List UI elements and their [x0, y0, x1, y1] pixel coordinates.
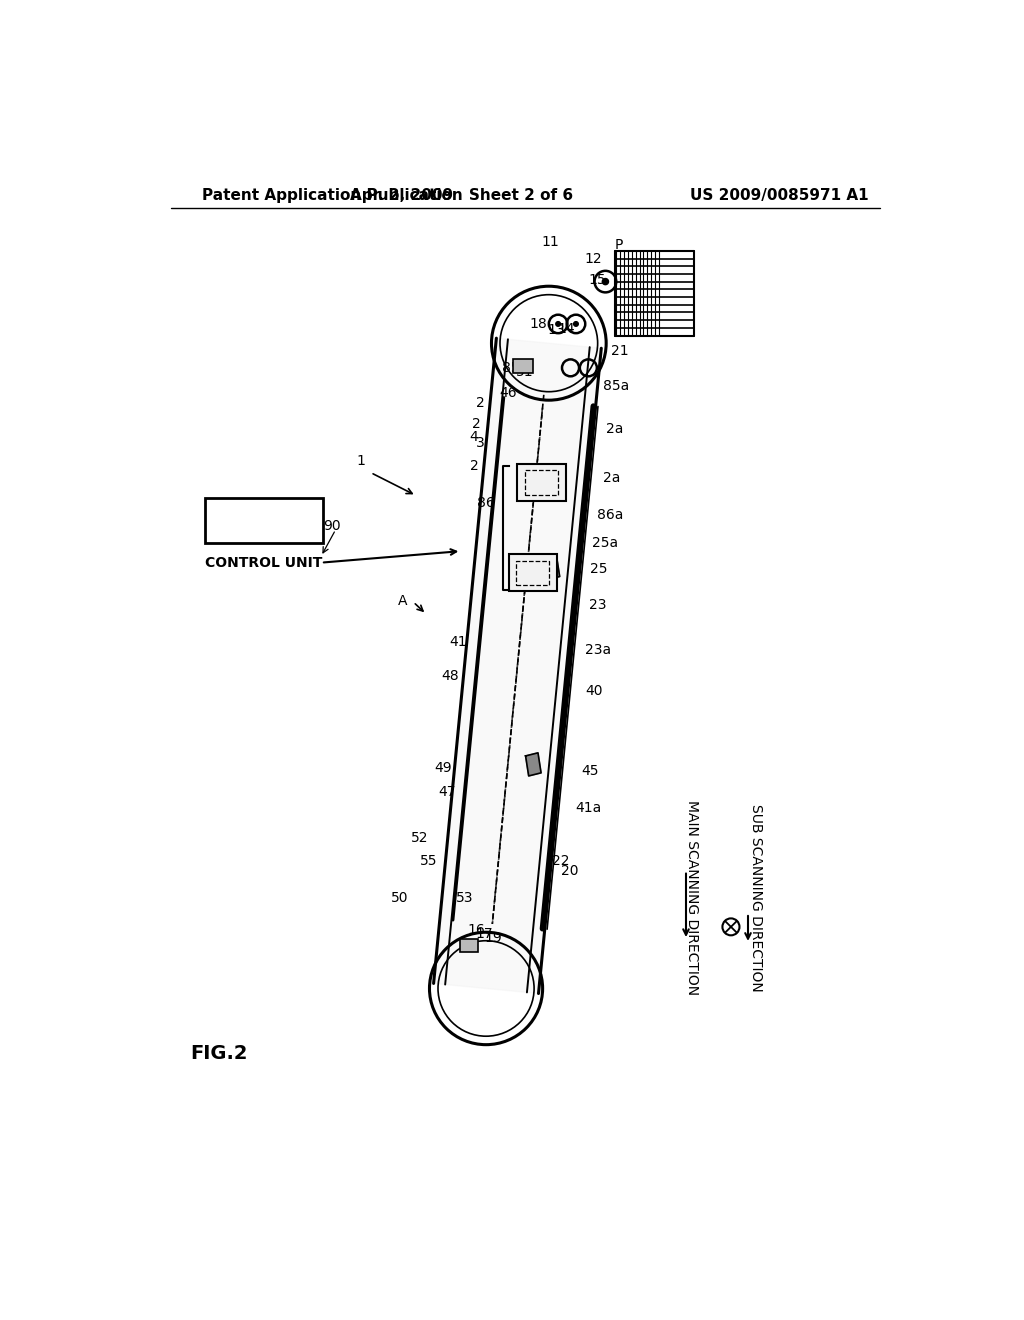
Text: 47: 47: [438, 785, 456, 799]
Text: 85a: 85a: [603, 379, 630, 392]
Polygon shape: [525, 752, 541, 776]
Circle shape: [602, 279, 608, 285]
Text: 49: 49: [434, 762, 452, 775]
Text: 16: 16: [468, 923, 485, 937]
Polygon shape: [544, 557, 560, 579]
Text: 2a: 2a: [606, 422, 624, 437]
Text: 86a: 86a: [597, 508, 624, 521]
Text: 11: 11: [542, 235, 559, 248]
FancyBboxPatch shape: [509, 554, 557, 591]
Text: SUB SCANNING DIRECTION: SUB SCANNING DIRECTION: [749, 804, 763, 991]
Text: 45: 45: [582, 764, 599, 779]
Text: 90: 90: [323, 520, 341, 533]
Text: A: A: [398, 594, 408, 609]
Text: 53: 53: [457, 891, 474, 904]
Text: FIG.2: FIG.2: [190, 1044, 248, 1063]
Text: 55: 55: [420, 854, 437, 869]
Text: CONTROL UNIT: CONTROL UNIT: [205, 556, 323, 570]
Text: 4: 4: [469, 430, 478, 444]
Text: 50: 50: [390, 891, 408, 904]
Text: 22: 22: [552, 854, 569, 867]
Text: 3: 3: [475, 437, 484, 450]
Text: 1: 1: [356, 454, 365, 469]
Text: 18: 18: [529, 317, 548, 331]
Text: 52: 52: [411, 830, 428, 845]
Text: 2: 2: [470, 459, 479, 474]
Text: 25a: 25a: [592, 536, 617, 550]
Text: 25: 25: [591, 562, 608, 576]
Text: P: P: [614, 238, 623, 252]
Text: 12: 12: [584, 252, 602, 265]
Text: 40: 40: [586, 684, 603, 698]
Text: 41a: 41a: [575, 800, 601, 814]
FancyBboxPatch shape: [513, 359, 534, 374]
Text: 46: 46: [499, 387, 516, 400]
Text: 23: 23: [589, 598, 606, 612]
Text: 13: 13: [547, 323, 564, 337]
FancyBboxPatch shape: [460, 940, 478, 952]
Text: 86: 86: [477, 496, 495, 511]
Text: 19: 19: [485, 931, 503, 945]
Text: 17: 17: [476, 927, 494, 941]
Text: 48: 48: [441, 669, 459, 682]
Text: US 2009/0085971 A1: US 2009/0085971 A1: [690, 187, 868, 203]
Text: 14: 14: [558, 322, 575, 337]
Text: Patent Application Publication: Patent Application Publication: [202, 187, 463, 203]
FancyBboxPatch shape: [517, 465, 565, 502]
Text: 15: 15: [589, 273, 606, 286]
Text: 2: 2: [476, 396, 485, 411]
Text: 23a: 23a: [586, 643, 611, 656]
Text: 51: 51: [516, 366, 534, 379]
Text: 2: 2: [472, 417, 481, 432]
Circle shape: [556, 322, 560, 326]
Text: 20: 20: [561, 863, 579, 878]
Text: MAIN SCANNING DIRECTION: MAIN SCANNING DIRECTION: [685, 800, 699, 995]
Text: 85: 85: [502, 360, 519, 375]
Text: 21: 21: [611, 345, 629, 358]
Text: Apr. 2, 2009   Sheet 2 of 6: Apr. 2, 2009 Sheet 2 of 6: [349, 187, 572, 203]
Polygon shape: [433, 338, 601, 994]
Circle shape: [573, 322, 579, 326]
Text: 2a: 2a: [603, 471, 621, 484]
FancyBboxPatch shape: [205, 498, 323, 544]
Text: 41: 41: [450, 635, 467, 649]
